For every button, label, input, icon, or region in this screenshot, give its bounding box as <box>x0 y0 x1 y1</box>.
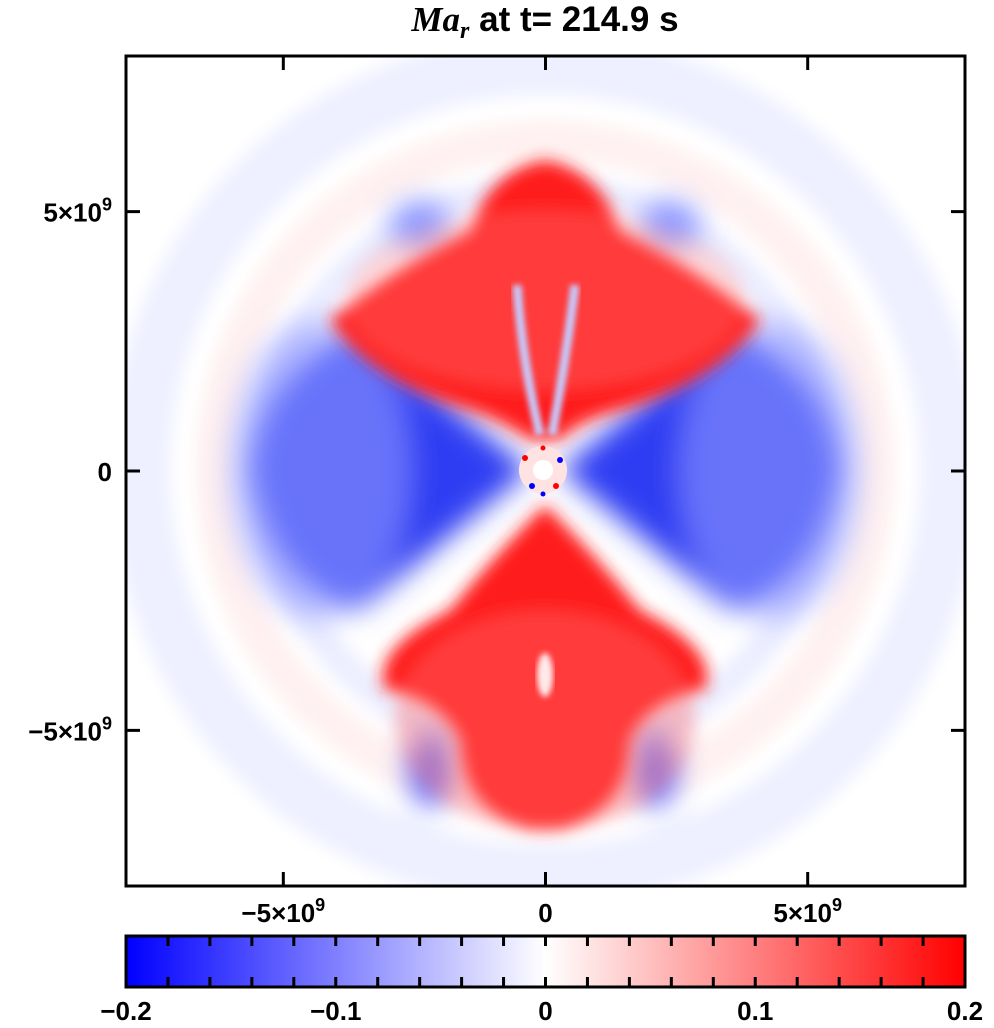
colorbar-tick-label-4: 0.2 <box>947 996 983 1026</box>
y-axis: 5×109 0 −5×109 <box>28 195 965 746</box>
y-tick-label-1: 0 <box>98 457 112 487</box>
x-tick-label-2: 5×109 <box>773 895 842 928</box>
core-speck-6 <box>540 491 546 497</box>
core-speck-2 <box>557 457 563 463</box>
core-speck-1 <box>522 455 528 461</box>
x-tick-label-0: −5×109 <box>241 895 325 928</box>
north-jet-left <box>512 284 545 437</box>
north-jets <box>512 284 580 437</box>
south-white-spot <box>537 653 553 697</box>
east-blue-halo <box>680 320 860 620</box>
north-jet-right <box>547 284 580 436</box>
chart-title: Mar at t= 214.9 s <box>410 0 678 44</box>
west-blue-halo <box>230 320 410 620</box>
heatmap-field <box>126 56 965 886</box>
colorbar-tick-label-3: 0.1 <box>737 996 773 1026</box>
colorbar: −0.2 −0.1 0 0.1 0.2 <box>100 934 983 1026</box>
y-tick-label-0: 5×109 <box>43 195 112 228</box>
colorbar-tick-label-1: −0.1 <box>310 996 361 1026</box>
x-tick-label-1: 0 <box>538 898 552 928</box>
colorbar-ticks: −0.2 −0.1 0 0.1 0.2 <box>100 936 983 1026</box>
colorbar-tick-label-2: 0 <box>538 996 552 1026</box>
core-speck-5 <box>540 445 546 451</box>
center-turbulent-core <box>519 445 567 497</box>
x-axis: −5×109 0 5×109 <box>241 56 842 928</box>
core-speck-3 <box>529 483 535 489</box>
title-variable-subscript: r <box>460 18 470 44</box>
y-tick-label-2: −5×109 <box>28 713 112 746</box>
title-time: at t= 214.9 s <box>469 0 678 39</box>
south-pink-halo <box>395 610 695 830</box>
core-speck-4 <box>553 483 559 489</box>
north-pink-halo <box>345 210 745 390</box>
title-variable: Ma <box>410 0 460 39</box>
colorbar-tick-label-0: −0.2 <box>100 996 151 1026</box>
core-hole <box>533 460 553 480</box>
